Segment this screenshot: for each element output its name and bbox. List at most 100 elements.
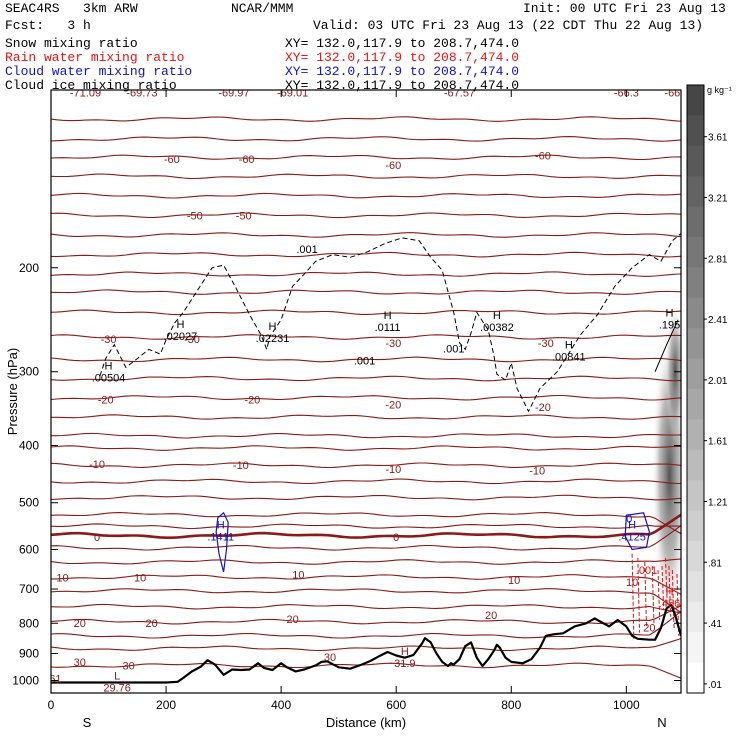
temperature-contour (51, 232, 681, 238)
extremum-value: .195 (659, 320, 680, 332)
colorbar-label: 1.21 (708, 497, 728, 508)
extremum-value: .4125 (618, 531, 646, 543)
init-time: Init: 00 UTC Fri 23 Aug 13 (523, 1, 726, 16)
temperature-label: -67.57 (444, 88, 475, 100)
contour-value-label: 0 (626, 514, 632, 526)
temperature-contour (51, 356, 681, 363)
temperature-label: -20 (98, 394, 114, 406)
legend-snow-xy: XY= 132.0,117.9 to 208.7,474.0 (285, 36, 520, 51)
colorbar-label: .81 (708, 558, 722, 569)
extremum-value: .00841 (552, 351, 586, 363)
temperature-contour (51, 662, 681, 679)
model-title: SEAC4RS 3km ARW (5, 1, 138, 16)
x-tick-label: 400 (271, 698, 291, 712)
legend-snow-name: Snow mixing ratio (5, 36, 138, 51)
y-tick-label: 900 (19, 646, 39, 660)
temperature-label: -60 (239, 154, 255, 166)
cloud-ice-contour (654, 319, 679, 372)
temperature-label: 0 (94, 532, 100, 544)
temperature-contour (51, 173, 681, 180)
extremum-letter: H (666, 308, 674, 320)
extremum-letter: H (493, 310, 501, 322)
extremum-letter: H (176, 319, 184, 331)
colorbar-segment (687, 206, 704, 238)
plot-frame (50, 89, 682, 694)
colorbar-segment (687, 571, 704, 603)
forecast-hour: Fcst: 3 h (5, 18, 91, 33)
cloud-water-contour-north (624, 512, 650, 551)
contour-value-label: .001 (636, 565, 657, 577)
colorbar-frame (686, 84, 705, 694)
colorbar-label: .41 (708, 619, 722, 630)
temperature-contour (51, 375, 681, 382)
legend-cloud-water-xy: XY= 132.0,117.9 to 208.7,474.0 (285, 64, 520, 79)
extremum-letter: H (384, 310, 392, 322)
temperature-label: -60 (385, 160, 401, 172)
extremum-letter: H (565, 339, 573, 351)
colorbar-segment (687, 449, 704, 481)
extremum-value: .00504 (92, 373, 126, 385)
colorbar-segment (687, 237, 704, 268)
colorbar-segment (687, 419, 704, 451)
colorbar-segment (687, 601, 704, 633)
x-tick-label: 600 (386, 698, 406, 712)
temperature-label: -66 (664, 88, 680, 100)
extremum-letter: H (666, 586, 674, 598)
y-tick-label: 1000 (12, 673, 39, 687)
legend-cloud-water-name: Cloud water mixing ratio (5, 64, 193, 79)
contour-value-label: .001 (296, 244, 317, 256)
x-tick-label: 0 (48, 698, 55, 712)
temperature-label: 30 (74, 657, 86, 669)
legend-cloud-ice-xy: XY= 132.0,117.9 to 208.7,474.0 (285, 78, 520, 93)
colorbar-label: 2.81 (708, 254, 728, 265)
colorbar-unit: g kg⁻¹ (707, 85, 732, 95)
colorbar-segment (687, 297, 704, 329)
temperature-contour (51, 558, 681, 565)
temperature-contour (51, 494, 681, 501)
colorbar-label: 2.01 (708, 376, 728, 387)
contour-value-label: L (597, 80, 603, 92)
x-axis-label: Distance (km) (326, 715, 406, 730)
colorbar-segment (687, 115, 704, 147)
y-tick-label: 300 (19, 365, 39, 379)
temperature-label: -20 (385, 400, 401, 412)
extremum-letter: H (628, 519, 636, 531)
cloud-plume-upper (665, 301, 681, 442)
temperature-contour (51, 414, 681, 420)
temperature-contour (51, 212, 681, 219)
colorbar-segment (687, 358, 704, 390)
extremum-value: .456 (659, 598, 680, 610)
contour-value-label: L (661, 80, 667, 92)
temperature-label: 10 (134, 572, 146, 584)
colorbar-segment (687, 541, 704, 572)
extremum-letter: H (217, 519, 225, 531)
south-end-label: S (83, 715, 92, 730)
x-tick-label: 800 (501, 698, 521, 712)
organization: NCAR/MMM (231, 1, 294, 16)
temperature-contour (51, 432, 681, 439)
y-tick-label: 500 (19, 496, 39, 510)
y-tick-label: 200 (19, 261, 39, 275)
extremum-letter: H (269, 321, 277, 333)
temperature-label: 20 (74, 618, 86, 630)
colorbar-label: 2.41 (708, 315, 728, 326)
extremum-letter: H (105, 361, 113, 373)
contour-value-label: .001 (443, 343, 464, 355)
x-tick-label: 200 (156, 698, 176, 712)
temperature-contour (51, 154, 681, 161)
temperature-label: -30 (385, 338, 401, 350)
temperature-label: -10 (233, 460, 249, 472)
extremum-value: .00382 (480, 322, 514, 334)
temperature-label: -50 (187, 210, 203, 222)
x-tick-label: 1000 (613, 698, 640, 712)
temperature-contour (51, 524, 681, 551)
north-end-label: N (657, 715, 666, 730)
extremum-letter: L (114, 670, 120, 682)
temperature-contour (51, 394, 681, 401)
colorbar-label: 3.61 (708, 133, 728, 144)
temperature-contour (51, 251, 681, 258)
temperature-label: 20 (287, 614, 299, 626)
colorbar-segment (687, 389, 704, 420)
terrain-line (51, 603, 681, 684)
temperature-contour (51, 610, 681, 639)
